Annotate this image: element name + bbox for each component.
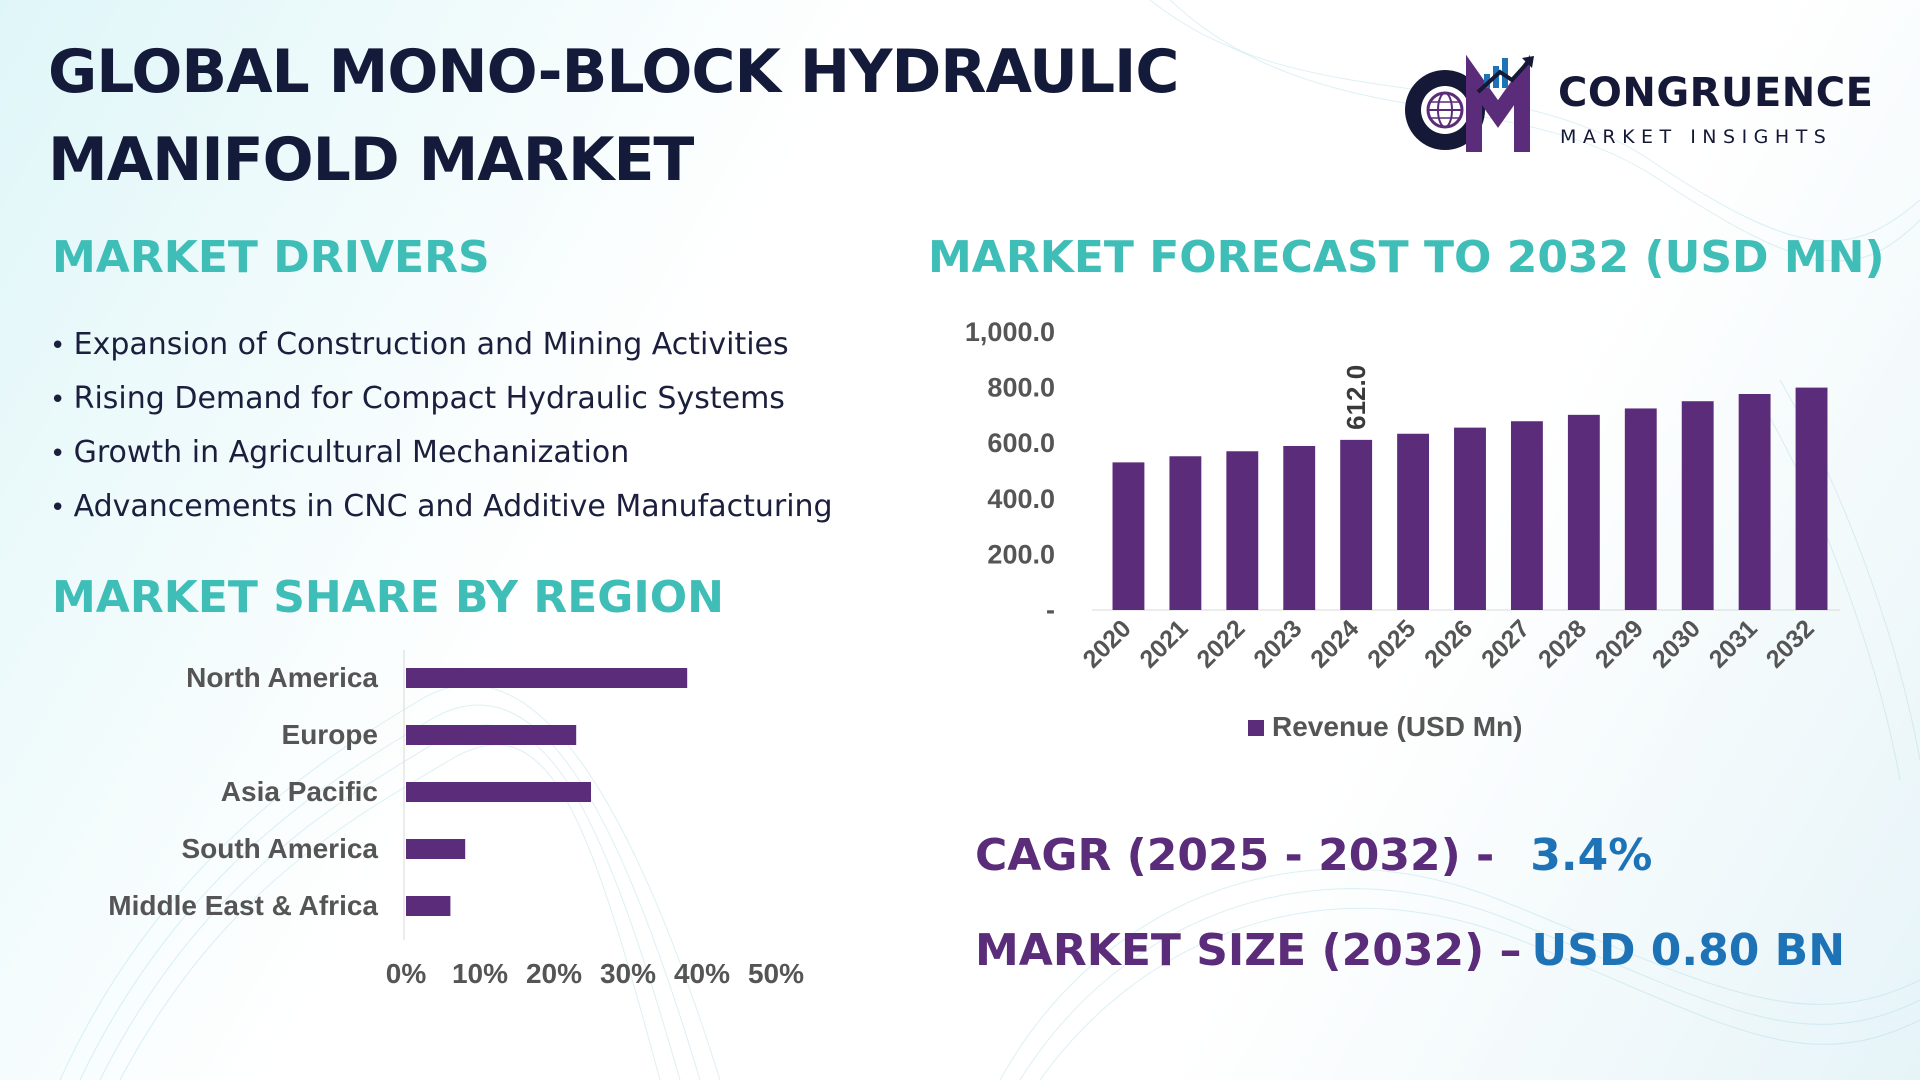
region-share-bar-chart: North America Europe Asia Pacific South Ame…: [108, 650, 804, 989]
driver-item: Advancements in CNC and Additive Manufac…: [50, 484, 833, 538]
x-tick-label: 2031: [1704, 614, 1763, 673]
forecast-bar: [1624, 408, 1657, 610]
cagr-kpi: CAGR (2025 - 2032) - 3.4%: [975, 830, 1652, 881]
x-tick-label: 10%: [452, 958, 508, 989]
x-tick-label: 2029: [1590, 614, 1649, 673]
region-label: North America: [186, 662, 378, 693]
legend-label: Revenue (USD Mn): [1272, 711, 1522, 742]
drivers-list: Expansion of Construction and Mining Act…: [50, 322, 833, 538]
driver-item: Rising Demand for Compact Hydraulic Syst…: [50, 376, 833, 430]
x-tick-label: 40%: [674, 958, 730, 989]
page-title-line-2: MANIFOLD MARKET: [48, 125, 694, 195]
company-logo: CONGRUENCE MARKET INSIGHTS: [1400, 52, 1880, 162]
forecast-bar: [1226, 451, 1259, 610]
region-bar: [406, 725, 577, 745]
driver-item: Expansion of Construction and Mining Act…: [50, 322, 833, 376]
cagr-value: 3.4%: [1530, 830, 1653, 881]
region-bar: [406, 668, 688, 688]
forecast-bar: [1681, 401, 1714, 610]
region-bar: [406, 896, 451, 916]
region-bar: [406, 839, 466, 859]
region-bar: [406, 782, 591, 802]
y-tick-label: 800.0: [987, 373, 1055, 403]
y-tick-label: 1,000.0: [965, 317, 1055, 347]
x-tick-label: 2027: [1476, 614, 1535, 673]
forecast-bar: [1112, 462, 1145, 610]
driver-item: Growth in Agricultural Mechanization: [50, 430, 833, 484]
forecast-bar: [1738, 393, 1771, 610]
forecast-bar: [1283, 445, 1316, 610]
forecast-bar: [1397, 433, 1430, 610]
x-tick-label: 2020: [1078, 614, 1137, 673]
forecast-bar: [1795, 387, 1828, 610]
x-tick-label: 2022: [1191, 614, 1250, 673]
x-tick-label: 30%: [600, 958, 656, 989]
forecast-bar: [1510, 421, 1543, 610]
x-tick-label: 2032: [1761, 614, 1820, 673]
forecast-heading: MARKET FORECAST TO 2032 (USD MN): [928, 232, 1885, 283]
x-tick-label: 2030: [1647, 614, 1706, 673]
y-tick-label: 600.0: [987, 428, 1055, 458]
x-tick-label: 0%: [386, 958, 427, 989]
forecast-bar: [1169, 456, 1202, 610]
region-label: Asia Pacific: [221, 776, 378, 807]
market-size-kpi: MARKET SIZE (2032) – USD 0.80 BN: [975, 925, 1845, 976]
region-heading: MARKET SHARE BY REGION: [52, 572, 724, 623]
data-label: 612.0: [1341, 365, 1371, 430]
x-tick-label: 2023: [1248, 614, 1307, 673]
cagr-label: CAGR (2025 - 2032) -: [975, 830, 1495, 881]
logo-name: CONGRUENCE: [1558, 70, 1874, 116]
cm-globe-chart-logo-icon: [1405, 54, 1534, 152]
x-tick-label: 2028: [1533, 614, 1592, 673]
drivers-heading: MARKET DRIVERS: [52, 232, 490, 283]
legend-swatch: [1248, 720, 1264, 736]
x-tick-label: 2025: [1362, 614, 1421, 673]
forecast-bar-chart: 1,000.0 800.0 600.0 400.0 200.0 -202020212022…: [965, 317, 1840, 742]
x-tick-label: 2024: [1305, 614, 1364, 673]
market-size-label: MARKET SIZE (2032) –: [975, 925, 1522, 976]
forecast-bar: [1454, 427, 1486, 610]
region-label: Europe: [282, 719, 378, 750]
x-tick-label: 2021: [1134, 614, 1193, 673]
y-tick-label: 400.0: [987, 484, 1055, 514]
x-tick-label: 2026: [1419, 614, 1478, 673]
forecast-bar: [1340, 439, 1373, 610]
y-tick-label: 200.0: [987, 539, 1055, 569]
page-title: GLOBAL MONO-BLOCK HYDRAULIC MANIFOLD MAR…: [48, 28, 1248, 204]
x-tick-label: 20%: [526, 958, 582, 989]
market-size-value: USD 0.80 BN: [1531, 925, 1846, 976]
x-tick-label: 50%: [748, 958, 804, 989]
y-tick-label: -: [1046, 595, 1055, 625]
logo-tagline: MARKET INSIGHTS: [1560, 126, 1833, 148]
region-label: Middle East & Africa: [108, 890, 378, 921]
page-title-line-1: GLOBAL MONO-BLOCK HYDRAULIC: [48, 37, 1179, 107]
region-label: South America: [181, 833, 378, 864]
forecast-bar: [1567, 414, 1600, 610]
